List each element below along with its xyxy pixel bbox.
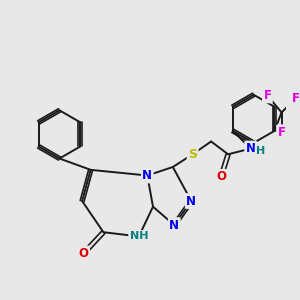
Text: F: F	[292, 92, 300, 105]
Text: F: F	[278, 126, 286, 139]
Text: O: O	[216, 170, 226, 183]
Text: NH: NH	[130, 231, 148, 242]
Text: H: H	[256, 146, 265, 156]
Text: N: N	[186, 194, 196, 208]
Text: O: O	[79, 247, 88, 260]
Text: N: N	[169, 219, 179, 232]
Text: S: S	[188, 148, 197, 161]
Text: F: F	[263, 89, 272, 102]
Text: N: N	[142, 169, 152, 182]
Text: N: N	[246, 142, 256, 155]
